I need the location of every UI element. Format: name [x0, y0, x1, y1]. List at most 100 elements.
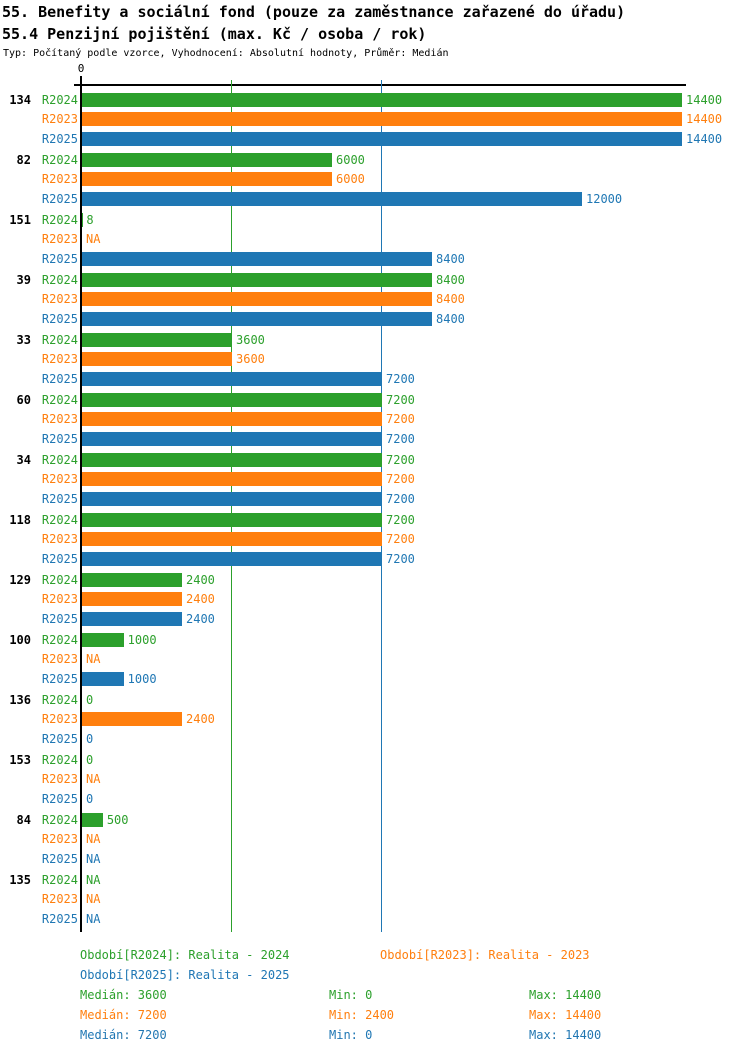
value-label-r2023-39: 8400: [436, 292, 465, 307]
row-label-r2023: R2023: [41, 292, 78, 307]
row-label-r2025: R2025: [41, 611, 78, 626]
chart-meta-line: Typ: Počítaný podle vzorce, Vyhodnocení:…: [3, 48, 449, 59]
value-label-r2023-129: 2400: [186, 592, 215, 607]
legend-item-r2023: Období[R2023]: Realita - 2023: [380, 948, 590, 962]
row-label-r2023: R2023: [41, 532, 78, 547]
row-label-r2024: R2024: [41, 753, 78, 767]
value-label-r2025-135: NA: [86, 911, 101, 926]
legend-item-r2025: Období[R2025]: Realita - 2025: [80, 968, 290, 982]
bar-r2023-118: [82, 532, 382, 547]
group-label-135: 135: [9, 873, 31, 887]
bar-r2024-129: [82, 573, 182, 587]
value-label-r2025-136: 0: [86, 731, 94, 746]
value-label-r2025-60: 7200: [386, 431, 415, 446]
bar-r2024-84: [82, 813, 103, 827]
value-label-r2025-33: 7200: [386, 371, 415, 386]
row-label-r2024: R2024: [41, 633, 78, 647]
value-label-r2024-136: 0: [86, 693, 94, 707]
bar-r2025-134: [82, 131, 682, 146]
value-label-r2024-129: 2400: [186, 573, 215, 587]
value-label-r2024-100: 1000: [127, 633, 157, 647]
group-label-153: 153: [9, 753, 31, 767]
bar-r2023-39: [82, 292, 432, 307]
value-label-r2025-134: 14400: [686, 131, 723, 146]
stat-min-r2024: Min: 0: [329, 988, 373, 1002]
group-label-151: 151: [9, 213, 31, 227]
value-label-r2024-60: 7200: [386, 393, 415, 407]
row-label-r2023: R2023: [41, 592, 78, 607]
legend-item-r2024: Období[R2024]: Realita - 2024: [80, 948, 290, 962]
row-label-r2023: R2023: [41, 112, 78, 127]
value-label-r2023-153: NA: [86, 772, 101, 787]
stat-min-r2023: Min: 2400: [329, 1008, 395, 1022]
bar-r2025-151: [82, 251, 432, 266]
row-label-r2025: R2025: [41, 551, 78, 566]
row-label-r2024: R2024: [41, 333, 78, 347]
row-label-r2025: R2025: [41, 791, 78, 806]
axis-top-line: [74, 84, 686, 86]
row-label-r2024: R2024: [41, 93, 78, 107]
axis-zero-line: [80, 76, 82, 932]
row-label-r2023: R2023: [41, 772, 78, 787]
row-label-r2023: R2023: [41, 412, 78, 427]
value-label-r2023-151: NA: [86, 232, 101, 247]
value-label-r2023-100: NA: [86, 652, 101, 667]
group-label-118: 118: [9, 513, 31, 527]
bar-r2023-34: [82, 472, 382, 487]
bar-r2024-118: [82, 513, 382, 527]
row-label-r2025: R2025: [41, 311, 78, 326]
bar-r2024-33: [82, 333, 232, 347]
row-label-r2025: R2025: [41, 371, 78, 386]
value-label-r2024-84: 500: [106, 813, 129, 827]
row-label-r2023: R2023: [41, 712, 78, 727]
group-label-60: 60: [16, 393, 31, 407]
row-label-r2023: R2023: [41, 832, 78, 847]
value-label-r2025-84: NA: [86, 851, 101, 866]
group-label-84: 84: [16, 813, 31, 827]
stat-median-r2025: Medián: 7200: [80, 1028, 167, 1042]
value-label-r2024-153: 0: [86, 753, 94, 767]
group-label-136: 136: [9, 693, 31, 707]
value-label-r2025-129: 2400: [186, 611, 215, 626]
row-label-r2023: R2023: [41, 232, 78, 247]
bar-r2024-100: [82, 633, 124, 647]
group-label-134: 134: [9, 93, 31, 107]
value-label-r2023-60: 7200: [386, 412, 415, 427]
row-label-r2023: R2023: [41, 652, 78, 667]
row-label-r2025: R2025: [41, 491, 78, 506]
bar-r2025-129: [82, 611, 182, 626]
value-label-r2023-118: 7200: [386, 532, 415, 547]
row-label-r2025: R2025: [41, 731, 78, 746]
value-label-r2025-100: 1000: [127, 671, 157, 686]
row-label-r2023: R2023: [41, 472, 78, 487]
value-label-r2024-135: NA: [86, 873, 101, 887]
bar-r2023-33: [82, 352, 232, 367]
value-label-r2025-153: 0: [86, 791, 94, 806]
row-label-r2025: R2025: [41, 671, 78, 686]
bar-r2024-39: [82, 273, 432, 287]
axis-zero-label: 0: [77, 62, 85, 75]
row-label-r2024: R2024: [41, 873, 78, 887]
value-label-r2025-118: 7200: [386, 551, 415, 566]
row-label-r2025: R2025: [41, 191, 78, 206]
bar-r2025-118: [82, 551, 382, 566]
row-label-r2025: R2025: [41, 851, 78, 866]
row-label-r2024: R2024: [41, 513, 78, 527]
row-label-r2023: R2023: [41, 892, 78, 907]
bar-r2024-134: [82, 93, 682, 107]
row-label-r2024: R2024: [41, 393, 78, 407]
value-label-r2025-34: 7200: [386, 491, 415, 506]
value-label-r2023-136: 2400: [186, 712, 215, 727]
value-label-r2023-82: 6000: [336, 172, 365, 187]
bar-r2025-39: [82, 311, 432, 326]
value-label-r2024-151: 8: [86, 213, 94, 227]
row-label-r2025: R2025: [41, 911, 78, 926]
row-label-r2024: R2024: [41, 813, 78, 827]
bar-r2023-60: [82, 412, 382, 427]
value-label-r2024-34: 7200: [386, 453, 415, 467]
stat-median-r2023: Medián: 7200: [80, 1008, 167, 1022]
row-label-r2024: R2024: [41, 153, 78, 167]
bar-r2024-34: [82, 453, 382, 467]
bar-r2025-100: [82, 671, 124, 686]
